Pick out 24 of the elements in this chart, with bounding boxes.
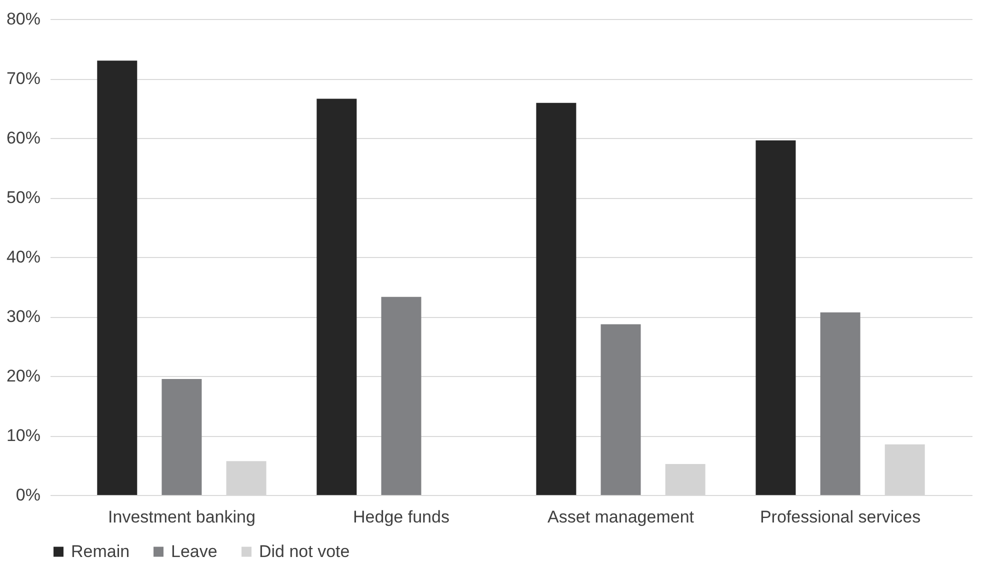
x-tick-label: Professional services [760, 508, 921, 526]
y-tick-label: 50% [6, 188, 40, 207]
bar [820, 312, 860, 495]
x-tick-label: Investment banking [108, 508, 256, 526]
x-tick-label: Asset management [548, 508, 694, 526]
y-tick-label: 80% [6, 10, 40, 28]
bar [97, 60, 138, 495]
bar [381, 296, 422, 495]
bar [162, 378, 202, 495]
legend-label: Remain [71, 542, 130, 561]
y-tick-label: 30% [6, 307, 40, 326]
y-tick-label: 60% [6, 128, 40, 148]
y-tick-label: 40% [6, 248, 40, 266]
bar [536, 102, 576, 495]
x-tick-label: Hedge funds [353, 508, 450, 526]
y-tick-label: 0% [16, 486, 40, 504]
legend-label: Leave [171, 542, 218, 561]
bar [756, 140, 796, 495]
bar [316, 98, 357, 495]
legend-label: Did not vote [259, 542, 350, 561]
bar [600, 324, 641, 495]
y-tick-label: 20% [6, 366, 40, 386]
y-tick-label: 10% [6, 426, 40, 445]
y-tick-label: 70% [6, 69, 40, 88]
